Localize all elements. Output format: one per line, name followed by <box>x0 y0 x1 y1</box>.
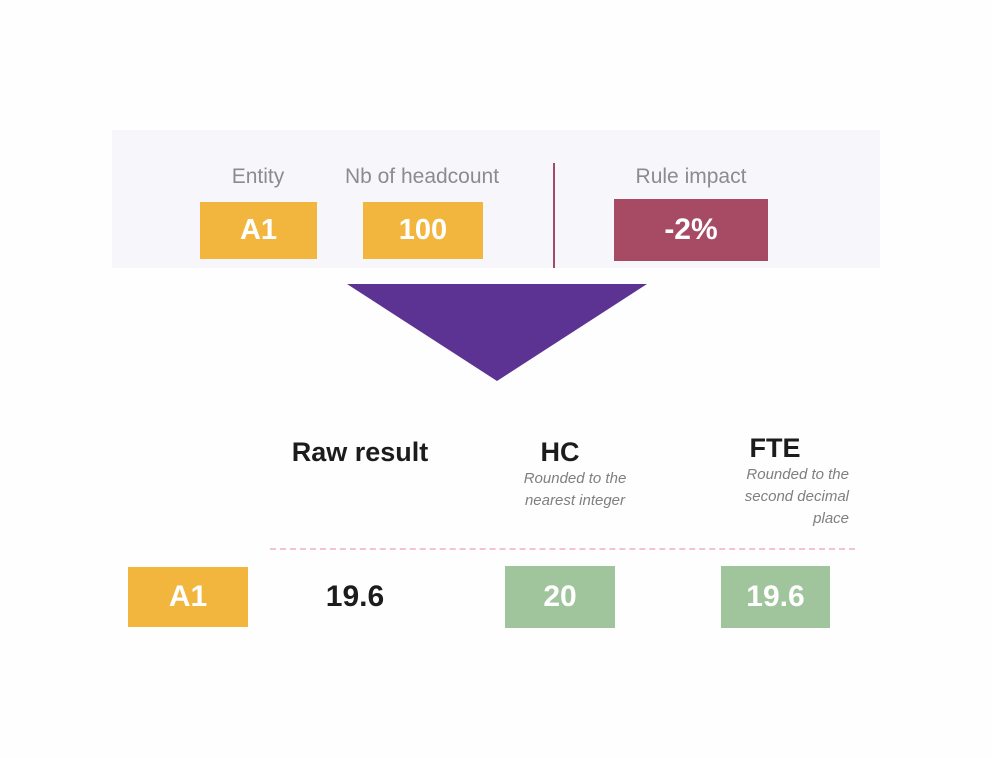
result-entity-box: A1 <box>128 567 248 627</box>
raw-result-header: Raw result <box>291 437 429 467</box>
hc-note: Rounded to the nearest integer <box>523 470 627 509</box>
headcount-label: Nb of headcount <box>344 165 500 188</box>
fte-header: FTE <box>749 433 801 463</box>
dashed-divider <box>270 548 855 550</box>
fte-value-box: 19.6 <box>721 566 830 628</box>
headcount-value-box: 100 <box>363 202 483 259</box>
entity-value-box: A1 <box>200 202 317 259</box>
fte-note: Rounded to the second decimal place <box>744 466 849 527</box>
entity-label: Entity <box>231 165 285 188</box>
panel-divider <box>553 163 555 268</box>
rule-impact-value-box: -2% <box>614 199 768 261</box>
raw-result-value: 19.6 <box>325 580 385 613</box>
hc-header: HC <box>540 437 580 467</box>
rule-impact-label: Rule impact <box>635 165 747 188</box>
input-panel: Entity Nb of headcount Rule impact A1 10… <box>112 130 880 268</box>
hc-value-box: 20 <box>505 566 615 628</box>
down-triangle-icon <box>347 284 647 381</box>
